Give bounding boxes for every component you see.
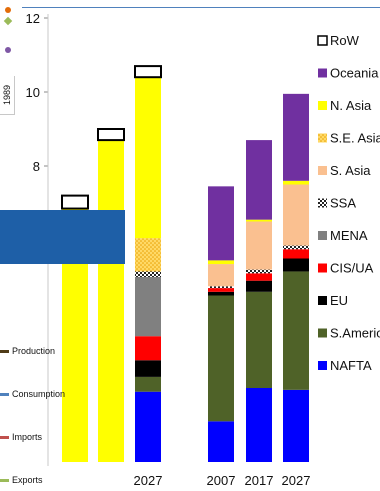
legend-label: RoW xyxy=(330,33,360,48)
overlay-top-line xyxy=(22,7,380,8)
x-axis: 2027 2007 2017 2027 xyxy=(134,473,311,488)
bar-segment-n-asia xyxy=(208,260,234,265)
legend-label: N. Asia xyxy=(330,98,372,113)
legend-label: EU xyxy=(330,293,348,308)
side-legend-item-imports: Imports xyxy=(0,430,42,444)
overlay-top-strip xyxy=(0,0,380,13)
side-legend-label: Exports xyxy=(12,475,43,485)
legend-label: CIS/UA xyxy=(330,261,374,276)
bar-segment-eu xyxy=(135,360,161,377)
bar-segment-ssa xyxy=(135,271,161,277)
bar-segment-s-americ xyxy=(246,291,272,388)
y-tick-label: 8 xyxy=(33,159,40,174)
bar-segment-nafta xyxy=(135,391,161,462)
bar-segment-ssa xyxy=(246,269,272,274)
bar-segment-s-asia xyxy=(246,221,272,270)
side-legend-label: Imports xyxy=(12,432,43,442)
bar-segment-nafta xyxy=(283,389,309,462)
legend-swatch xyxy=(318,361,327,370)
y-tick-label: 12 xyxy=(26,11,40,26)
bar-segment-eu xyxy=(283,258,309,272)
bar-segment-cis-ua xyxy=(246,273,272,281)
bar-segment-n-asia xyxy=(283,180,309,185)
legend-swatch xyxy=(317,35,328,46)
bar-segment-n-asia xyxy=(98,140,124,462)
bar-segment-row xyxy=(134,65,162,79)
bar-segment-ssa xyxy=(208,286,234,289)
side-legend-swatch xyxy=(0,478,9,482)
bar-segment-eu xyxy=(246,280,272,292)
bar-segment-s-americ xyxy=(208,295,234,422)
bar-segment-cis-ua xyxy=(283,249,309,259)
bar-segment-nafta xyxy=(246,388,272,462)
legend-swatch xyxy=(318,166,327,175)
bars xyxy=(61,65,309,462)
bar-segment-row xyxy=(61,194,89,210)
bar-segment-s-americ xyxy=(135,376,161,392)
x-category-label: 2007 xyxy=(207,473,236,488)
year-tab-label: 1989 xyxy=(2,84,12,106)
legend-label: SSA xyxy=(330,196,356,211)
legend-label: S. Asia xyxy=(330,163,371,178)
bar-segment-n-asia xyxy=(135,77,161,239)
y-tick-label: 10 xyxy=(26,85,40,100)
side-legend-label: Consumption xyxy=(12,389,66,399)
legend-swatch xyxy=(318,198,327,208)
bar-segment-oceania xyxy=(283,93,309,181)
side-legend-item-consumption: Consumption xyxy=(0,387,65,401)
side-legend-item-exports: Exports xyxy=(0,473,43,487)
bar-segment-cis-ua xyxy=(135,336,161,361)
series-marker-purple xyxy=(5,47,11,53)
bar-segment-ssa xyxy=(283,245,309,250)
legend-label: S.E. Asia xyxy=(330,131,380,146)
legend-swatch xyxy=(318,68,327,78)
legend-swatch xyxy=(318,328,327,338)
blue-banner xyxy=(0,210,125,264)
side-legend-swatch xyxy=(0,435,9,439)
legend-label: NAFTA xyxy=(330,358,372,373)
side-legend-label: Production xyxy=(12,346,56,356)
side-legend-swatch xyxy=(0,349,9,353)
bar-segment-oceania xyxy=(246,140,272,220)
bar-segment-n-asia xyxy=(246,219,272,222)
bar-segment-row xyxy=(97,128,125,142)
legend-label: MENA xyxy=(330,228,368,243)
bar-segment-mena xyxy=(135,277,161,337)
x-category-label: 2017 xyxy=(245,473,274,488)
bar-segment-s-e-asia xyxy=(135,238,161,272)
legend: RoW Oceania N. Asia S.E. Asia S. Asia SSA MENA… xyxy=(317,33,380,373)
x-category-label: 2027 xyxy=(282,473,311,488)
x-category-label: 2027 xyxy=(134,473,163,488)
bar-segment-cis-ua xyxy=(208,288,234,292)
bar-segment-oceania xyxy=(208,186,234,261)
legend-label: Oceania xyxy=(330,66,379,81)
legend-swatch xyxy=(318,296,327,305)
side-legend-item-production: Production xyxy=(0,344,55,358)
bar-segment-eu xyxy=(208,291,234,296)
legend-label: S.Americ xyxy=(330,326,380,341)
series-marker-orange xyxy=(5,7,11,13)
bar-segment-s-asia xyxy=(283,184,309,246)
legend-swatch xyxy=(318,101,327,110)
legend-swatch xyxy=(318,231,327,240)
year-tab[interactable]: 1989 xyxy=(0,76,15,115)
legend-swatch xyxy=(318,263,327,273)
side-legend-swatch xyxy=(0,392,9,396)
bar-segment-s-americ xyxy=(283,271,309,390)
legend-swatch xyxy=(318,133,327,143)
bar-segment-nafta xyxy=(208,421,234,462)
bar-segment-s-asia xyxy=(208,264,234,287)
